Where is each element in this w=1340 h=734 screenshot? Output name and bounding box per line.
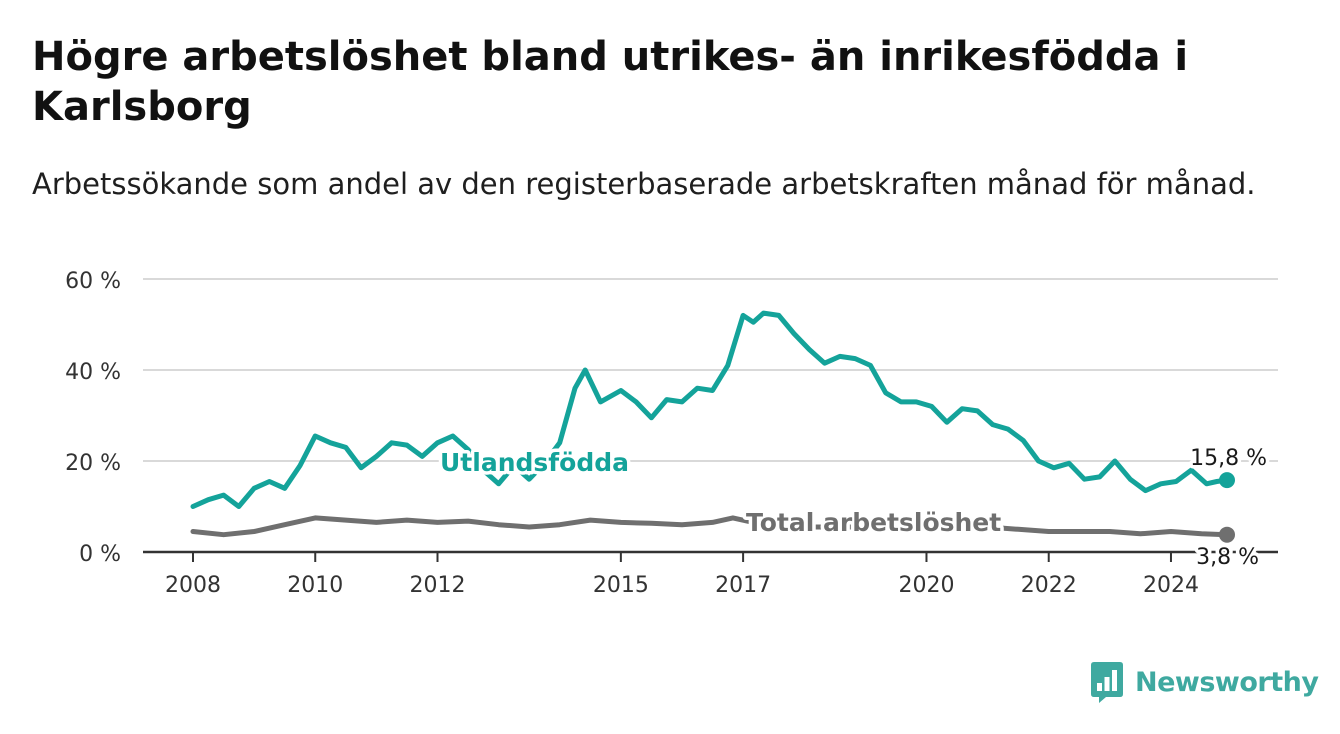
series: [190, 310, 1235, 543]
axes: 0 % 20 % 40 % 60 % 2008 2010 2012 2015 2017 2020 2…: [65, 269, 1278, 598]
series-end-point: [1219, 472, 1235, 489]
x-tick-label: 2012: [409, 573, 465, 598]
y-tick-label: 0 %: [79, 542, 121, 567]
series-labels: Utlandsfödda Total arbetslöshet 15,8 % 3,8 …: [437, 443, 1271, 574]
x-tick-label: 2022: [1021, 573, 1077, 598]
series-line-total: [190, 515, 1230, 538]
end-label-total: 3,8 %: [1196, 545, 1259, 570]
series-line-utlandsfodda: [190, 310, 1230, 509]
series-label-utlandsfodda: Utlandsfödda: [440, 448, 629, 477]
x-tick-label: 2017: [715, 573, 771, 598]
end-label-utlandsfodda: 15,8 %: [1190, 446, 1267, 471]
series-end-point: [1219, 526, 1235, 543]
newsworthy-logo-icon: [1091, 662, 1123, 703]
newsworthy-brand: Newsworthy: [1089, 660, 1319, 704]
brand-name: Newsworthy: [1135, 666, 1319, 698]
chart-subtitle: Arbetssökande som andel av den registerb…: [32, 167, 1256, 201]
series-label-total: Total arbetslöshet: [746, 508, 1001, 537]
y-tick-label: 60 %: [65, 269, 121, 294]
x-tick-label: 2024: [1143, 573, 1199, 598]
x-tick-label: 2020: [898, 573, 954, 598]
y-tick-label: 40 %: [65, 360, 121, 385]
gridlines: [143, 278, 1278, 462]
x-tick-label: 2010: [287, 573, 343, 598]
y-tick-label: 20 %: [65, 451, 121, 476]
x-tick-label: 2008: [165, 573, 221, 598]
x-tick-label: 2015: [593, 573, 649, 598]
chart-title: Högre arbetslöshet bland utrikes- än inr…: [32, 34, 1189, 130]
